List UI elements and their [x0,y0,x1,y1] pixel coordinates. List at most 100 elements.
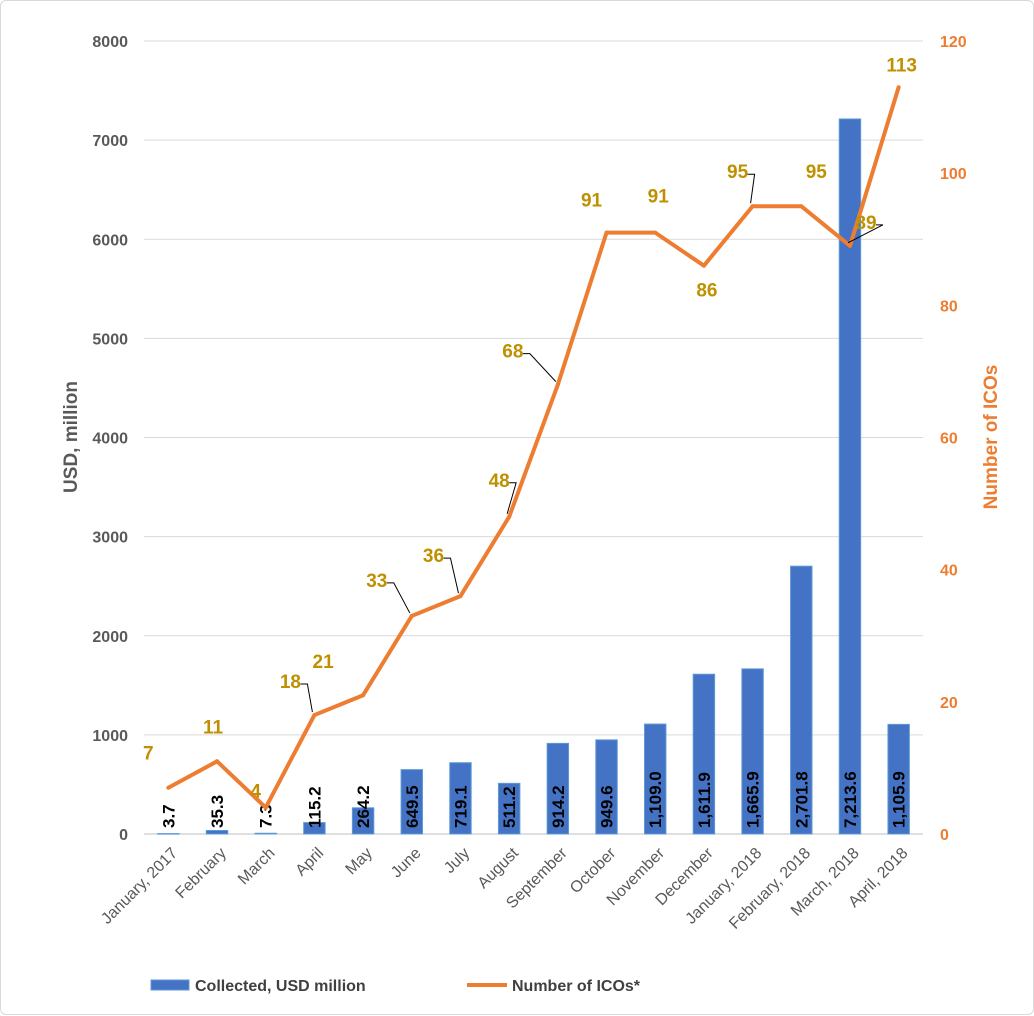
bar-value-label: 7,213.6 [841,771,860,828]
right-axis-ticks: 0 20 40 60 80 100 120 [940,34,967,844]
legend-label-line: Number of ICOs* [512,978,641,995]
y-tick-label: 0 [119,827,128,844]
bar-value-label: 949.6 [598,785,617,828]
line-value-label: 89 [855,213,876,234]
bar [400,769,423,835]
line-point [896,85,901,90]
bar-value-label: 115.2 [305,786,324,828]
bar [790,565,813,835]
line-point [701,263,706,268]
line-value-label: 95 [806,162,828,183]
bar-value-label: 3.7 [159,804,178,828]
bar-value-label: 7.3 [257,804,276,828]
bar-series [157,118,910,835]
bar [205,830,229,835]
leader-line [522,353,557,382]
left-axis-title: USD, million [61,381,82,493]
line-point [166,785,171,790]
bar [595,739,618,835]
x-tick-label: January, 2017 [98,845,181,928]
bar-value-label: 1,665.9 [744,771,763,828]
line-value-label: 48 [489,471,510,492]
legend: Collected, USD million Number of ICOs* [150,978,641,995]
leader-line [300,683,313,713]
bar [887,723,910,835]
legend-label-bar: Collected, USD million [195,978,366,995]
line-point [507,514,512,519]
leader-line [386,582,411,614]
line-value-label: 11 [203,717,224,738]
x-tick-label: June [388,845,425,882]
y-tick-label: 4000 [92,431,128,448]
leader-line [847,224,884,244]
bar [546,742,570,835]
bar-value-label: 2,701.8 [792,771,811,828]
bar [254,832,277,835]
line-point [409,613,414,618]
line-series [166,85,901,810]
bar [157,833,180,835]
bar-value-label: 914.2 [549,785,568,828]
leader-line [747,173,756,204]
y2-tick-label: 20 [940,695,958,712]
line-point [312,713,317,718]
line-value-label: 7 [143,744,154,765]
line-point [361,693,366,698]
y-tick-label: 3000 [92,530,128,547]
bar [692,673,716,835]
line-point [799,204,804,209]
bar [644,723,667,835]
bar-value-label: 1,109.0 [646,771,665,828]
line-value-label: 113 [886,55,917,76]
bar-value-label: 35.3 [208,795,227,828]
bar [497,782,521,835]
line-value-label: 91 [648,187,670,208]
line-value-label: 86 [696,281,717,302]
y-tick-label: 1000 [92,728,128,745]
line-value-labels: 7 11 4 18 21 33 36 48 68 91 91 86 95 95 89 113 [143,55,917,802]
y-tick-label: 8000 [92,34,128,51]
bar-value-label: 264.2 [354,785,373,828]
bar [351,807,375,835]
bar-value-label: 649.5 [403,785,422,828]
x-tick-label: March [235,845,278,888]
bar-value-label: 511.2 [500,786,519,828]
line-point [263,805,268,810]
line-point [847,243,852,248]
y-tick-label: 7000 [92,133,128,150]
legend-swatch-bar [150,979,190,991]
line-value-label: 4 [250,782,261,803]
bar-value-label: 1,105.9 [890,771,909,828]
leader-line [443,557,459,594]
y2-tick-label: 100 [940,166,967,183]
line-point [215,759,220,764]
y-tick-label: 5000 [92,331,128,348]
line-point [555,382,560,387]
line-value-label: 36 [423,546,444,567]
y2-tick-label: 60 [940,431,958,448]
y2-tick-label: 120 [940,34,967,51]
bar-value-labels: 3.7 35.3 7.3 115.2 264.2 649.5 719.1 511.2 914.2… [159,771,908,828]
y2-tick-label: 80 [940,298,958,315]
x-tick-label: August [475,844,523,892]
x-tick-label: April [293,845,328,880]
line-value-label: 68 [502,342,523,363]
leader-line [506,482,517,514]
line-point [750,204,755,209]
line-point [653,230,658,235]
line-value-label: 33 [366,571,387,592]
bar [838,118,862,835]
x-tick-label: February [173,845,230,902]
right-axis-title: Number of ICOs [981,365,1002,510]
left-axis-ticks: 0 1000 2000 3000 4000 5000 6000 7000 8000 [92,34,128,844]
bar-value-label: 1,611.9 [695,772,714,828]
bar-value-label: 719.1 [451,785,470,828]
y-tick-label: 6000 [92,232,128,249]
line-point [458,594,463,599]
line-point [604,230,609,235]
gridlines [144,40,923,835]
bar [303,822,326,835]
